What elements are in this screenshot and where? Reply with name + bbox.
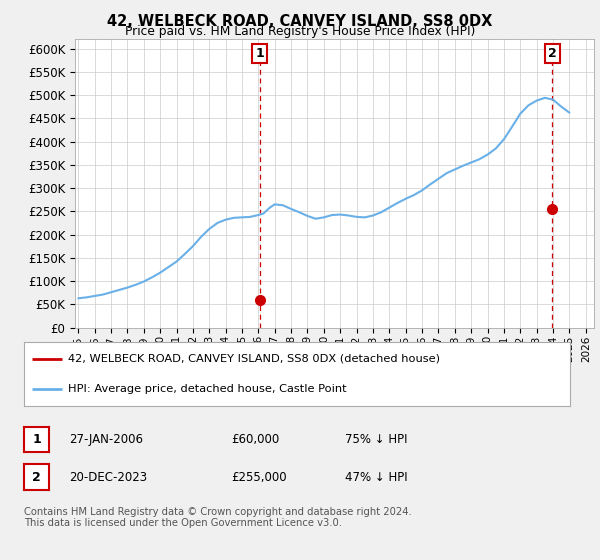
Text: 2: 2 [548,46,557,60]
Text: £60,000: £60,000 [231,433,279,446]
Text: 42, WELBECK ROAD, CANVEY ISLAND, SS8 0DX: 42, WELBECK ROAD, CANVEY ISLAND, SS8 0DX [107,14,493,29]
Text: 75% ↓ HPI: 75% ↓ HPI [345,433,407,446]
Text: 2: 2 [32,470,41,484]
Text: 27-JAN-2006: 27-JAN-2006 [69,433,143,446]
Text: 20-DEC-2023: 20-DEC-2023 [69,470,147,484]
Text: £255,000: £255,000 [231,470,287,484]
Text: 1: 1 [255,46,264,60]
Text: HPI: Average price, detached house, Castle Point: HPI: Average price, detached house, Cast… [68,384,346,394]
Text: 47% ↓ HPI: 47% ↓ HPI [345,470,407,484]
Text: Price paid vs. HM Land Registry's House Price Index (HPI): Price paid vs. HM Land Registry's House … [125,25,475,38]
Text: 1: 1 [32,433,41,446]
Text: Contains HM Land Registry data © Crown copyright and database right 2024.
This d: Contains HM Land Registry data © Crown c… [24,507,412,529]
Text: 42, WELBECK ROAD, CANVEY ISLAND, SS8 0DX (detached house): 42, WELBECK ROAD, CANVEY ISLAND, SS8 0DX… [68,354,440,364]
